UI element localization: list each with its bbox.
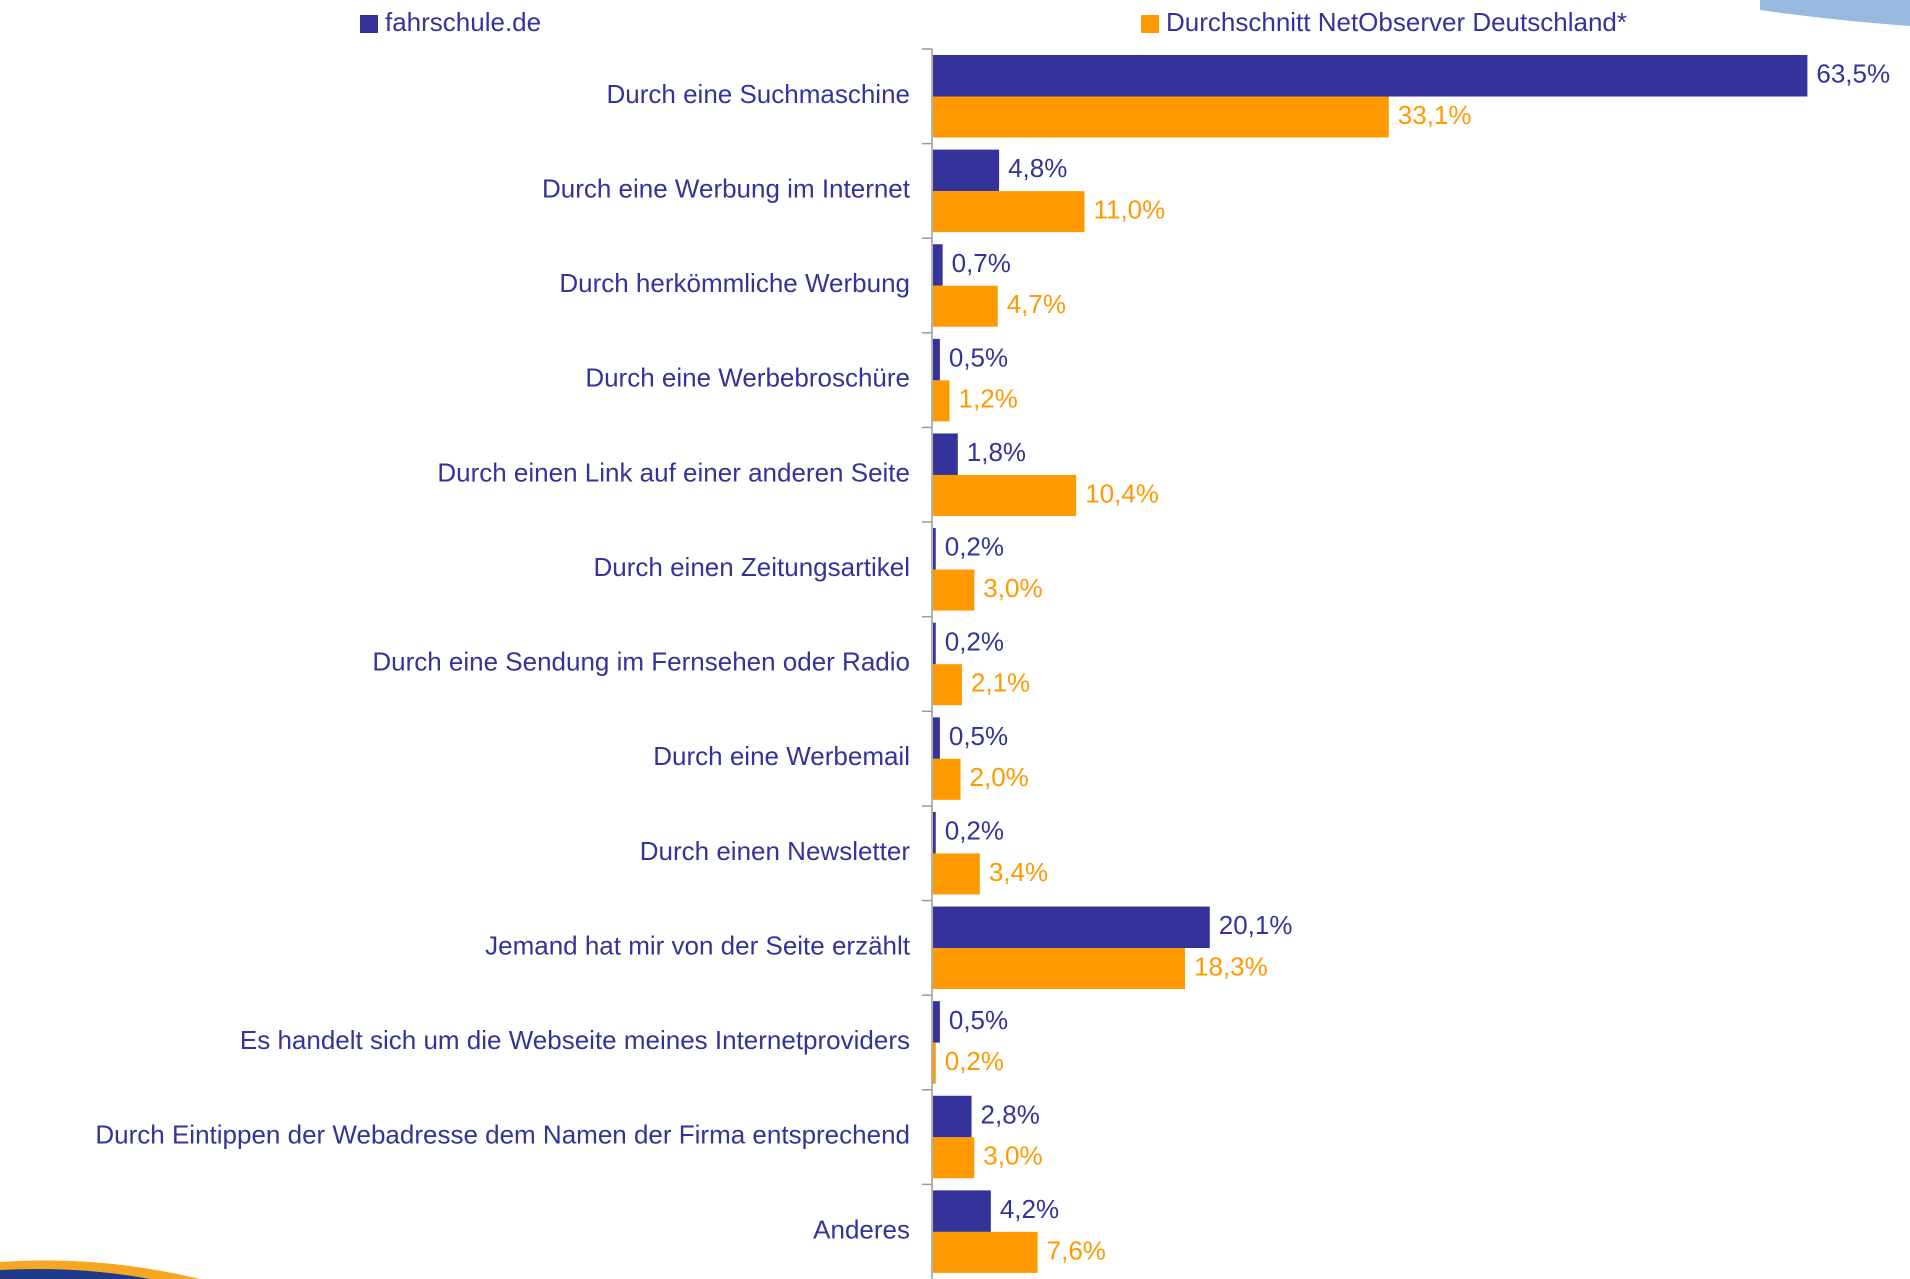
value-label: 0,2% (945, 626, 1004, 656)
value-label: 4,2% (1000, 1194, 1059, 1224)
value-label: 63,5% (1816, 59, 1890, 89)
bar (933, 948, 1185, 990)
bar (933, 1190, 991, 1232)
value-label: 2,8% (981, 1099, 1040, 1129)
legend-label: fahrschule.de (385, 7, 541, 37)
bar (933, 622, 936, 665)
category-label: Durch herkömmliche Werbung (559, 268, 910, 298)
bar (933, 853, 980, 895)
value-label: 0,5% (949, 1005, 1008, 1035)
value-label: 4,7% (1007, 289, 1066, 319)
decor-swoosh (0, 1269, 150, 1279)
bar (933, 433, 958, 475)
value-label: 3,4% (989, 857, 1048, 887)
value-label: 3,0% (983, 1141, 1042, 1171)
value-label: 2,1% (971, 668, 1030, 698)
value-label: 10,4% (1085, 478, 1159, 508)
category-label: Durch einen Zeitungsartikel (594, 552, 911, 582)
value-label: 11,0% (1093, 194, 1165, 224)
value-label: 0,2% (945, 1046, 1004, 1076)
value-label: 1,2% (959, 384, 1018, 414)
bar (933, 244, 943, 286)
legend-swatch (1141, 15, 1159, 33)
category-label: Durch einen Newsletter (640, 836, 911, 866)
decor-logo (1760, 0, 1910, 26)
value-label: 20,1% (1219, 910, 1293, 940)
bar (933, 1042, 936, 1084)
category-label: Anderes (813, 1214, 910, 1244)
bar (933, 55, 1808, 97)
bar (933, 474, 1077, 516)
bar (933, 285, 998, 327)
bar (933, 906, 1210, 949)
bar (933, 380, 950, 422)
bar (933, 811, 936, 854)
category-label: Jemand hat mir von der Seite erzählt (485, 930, 911, 960)
bar (933, 1095, 972, 1138)
value-label: 0,5% (949, 721, 1008, 751)
value-label: 0,2% (945, 532, 1004, 562)
bar (933, 1231, 1038, 1273)
value-label: 1,8% (967, 437, 1026, 467)
value-label: 33,1% (1398, 100, 1472, 130)
bar (933, 569, 975, 611)
category-label: Durch eine Werbebroschüre (585, 363, 910, 393)
legend-swatch (360, 15, 378, 33)
value-label: 0,2% (945, 816, 1004, 846)
value-label: 0,5% (949, 342, 1008, 372)
value-label: 4,8% (1008, 153, 1067, 183)
legend-label: Durchschnitt NetObserver Deutschland* (1166, 7, 1627, 37)
bar (933, 717, 940, 759)
value-label: 0,7% (952, 248, 1011, 278)
bar (933, 191, 1085, 233)
bar (933, 1137, 975, 1179)
category-label: Durch eine Werbung im Internet (542, 173, 911, 203)
category-label: Durch einen Link auf einer anderen Seite (437, 457, 910, 487)
bar (933, 149, 1000, 192)
category-label: Durch eine Sendung im Fernsehen oder Rad… (372, 647, 910, 677)
category-label: Durch Eintippen der Webadresse dem Namen… (95, 1120, 910, 1150)
bar (933, 338, 940, 381)
category-label: Durch eine Werbemail (653, 741, 910, 771)
category-label: Durch eine Suchmaschine (607, 79, 911, 109)
value-label: 7,6% (1047, 1235, 1106, 1265)
category-label: Es handelt sich um die Webseite meines I… (240, 1025, 910, 1055)
bar (933, 758, 961, 800)
bar (933, 528, 936, 570)
bar (933, 1001, 940, 1043)
value-label: 2,0% (970, 762, 1029, 792)
bar (933, 664, 962, 706)
value-label: 18,3% (1194, 951, 1268, 981)
bar (933, 96, 1389, 138)
value-label: 3,0% (983, 573, 1042, 603)
